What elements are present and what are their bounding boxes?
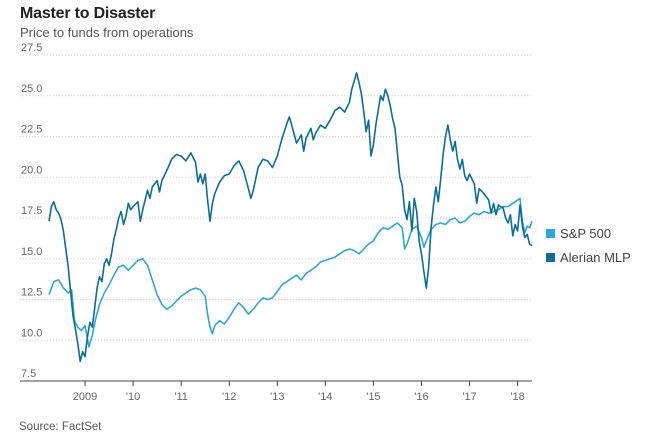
legend-item-alerian-mlp: Alerian MLP <box>546 245 631 269</box>
series-line-s-p-500 <box>48 197 533 348</box>
legend: S&P 500 Alerian MLP <box>546 221 631 269</box>
x-tick-label-2018: '18 <box>510 391 524 403</box>
x-tick-label-2010: '10 <box>126 391 140 403</box>
y-tick-label-7-5: 7.5 <box>21 368 36 380</box>
x-tick-label-2009: 2009 <box>73 391 97 403</box>
legend-label-sp500: S&P 500 <box>560 225 612 241</box>
gridlines <box>20 54 532 341</box>
legend-item-sp500: S&P 500 <box>546 221 631 245</box>
y-tick-label-22-5: 22.5 <box>21 124 42 136</box>
x-tick-label-2015: '15 <box>366 391 380 403</box>
y-tick-label-12-5: 12.5 <box>21 287 42 299</box>
y-tick-label-17-5: 17.5 <box>21 205 42 217</box>
legend-swatch-alerian-mlp <box>546 252 555 262</box>
y-axis-ticks: 7.5 10.0 12.5 15.0 17.5 20.0 22.5 25.0 27.5 <box>21 42 42 380</box>
y-tick-label-27-5: 27.5 <box>21 42 42 54</box>
chart-title: Master to Disaster <box>20 5 156 22</box>
x-axis: 2009 '10 '11 '12 '13 '14 '15 '16 '17 '18 <box>20 380 532 403</box>
y-tick-label-10-0: 10.0 <box>21 327 42 339</box>
x-tick-label-2014: '14 <box>318 391 332 403</box>
x-tick-label-2012: '12 <box>222 391 236 403</box>
x-tick-label-2016: '16 <box>414 391 428 403</box>
x-tick-label-2011: '11 <box>174 391 188 403</box>
y-tick-label-15-0: 15.0 <box>21 246 42 258</box>
source-note: Source: FactSet <box>19 421 102 433</box>
legend-label-alerian-mlp: Alerian MLP <box>560 249 631 265</box>
series-lines <box>48 72 533 363</box>
series-line-alerian-mlp <box>48 72 533 363</box>
y-tick-label-25-0: 25.0 <box>21 83 42 95</box>
x-tick-label-2013: '13 <box>270 391 284 403</box>
chart-subtitle: Price to funds from operations <box>20 25 194 40</box>
y-tick-label-20-0: 20.0 <box>21 164 42 176</box>
x-tick-label-2017: '17 <box>462 391 476 403</box>
legend-swatch-sp500 <box>546 228 555 238</box>
